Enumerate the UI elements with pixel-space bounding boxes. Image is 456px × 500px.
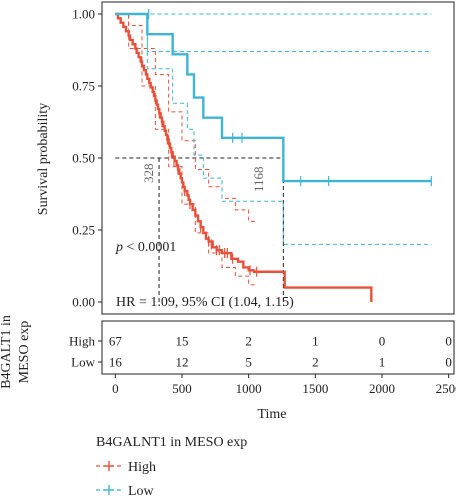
risk-value-high: 2 bbox=[245, 334, 252, 349]
risk-table-rows: High 67 15 2 1 0 0 Low 16 12 5 2 1 0 bbox=[69, 334, 452, 370]
risk-table-panel bbox=[101, 320, 455, 375]
legend-entry-low: Low bbox=[96, 484, 155, 499]
series-low-ci-lower-line bbox=[115, 13, 432, 245]
x-tick-label: 1000 bbox=[236, 381, 262, 396]
x-axis-title: Time bbox=[257, 407, 286, 422]
risk-value-low: 0 bbox=[445, 355, 452, 370]
pvalue-annotation: p < 0.0001 bbox=[115, 240, 176, 255]
y-tick-label: 0.50 bbox=[72, 151, 95, 166]
risk-value-high: 0 bbox=[379, 334, 386, 349]
risk-table-ylabel-line2: MESO exp bbox=[17, 321, 32, 384]
risk-table-ylabel-line1: B4GALT1 in bbox=[0, 315, 14, 389]
y-tick-label: 0.00 bbox=[72, 295, 95, 310]
series-low-ci-upper2-line bbox=[146, 14, 432, 52]
y-tick-label: 0.75 bbox=[72, 79, 95, 94]
x-tick-label: 2000 bbox=[369, 381, 395, 396]
median-high-label: 328 bbox=[141, 164, 156, 184]
series-high-ci-upper-line bbox=[115, 13, 256, 222]
risk-row-label-low: Low bbox=[71, 355, 95, 370]
risk-value-low: 2 bbox=[312, 355, 319, 370]
legend-entry-high: High bbox=[96, 460, 156, 475]
y-tick-label: 0.25 bbox=[72, 223, 95, 238]
risk-value-low: 1 bbox=[379, 355, 386, 370]
x-tick-label: 500 bbox=[172, 381, 192, 396]
x-tick-group: 0 500 1000 1500 2000 2500 bbox=[112, 374, 456, 396]
x-tick-label: 0 bbox=[112, 381, 119, 396]
risk-row-label-high: High bbox=[69, 334, 96, 349]
risk-value-high: 15 bbox=[176, 334, 189, 349]
y-tick-label: 1.00 bbox=[72, 7, 95, 22]
legend-label-high: High bbox=[128, 460, 156, 475]
series-high-ci-lower-line bbox=[115, 13, 256, 286]
risk-value-low: 16 bbox=[109, 355, 123, 370]
risk-value-high: 0 bbox=[445, 334, 452, 349]
risk-value-high: 67 bbox=[109, 334, 123, 349]
median-low-label: 1168 bbox=[251, 166, 266, 192]
hr-annotation: HR = 1.09, 95% CI (1.04, 1.15) bbox=[116, 295, 294, 310]
x-tick-label: 1500 bbox=[302, 381, 328, 396]
x-tick-label: 2500 bbox=[436, 381, 456, 396]
risk-value-high: 1 bbox=[312, 334, 319, 349]
legend-title: B4GALNT1 in MESO exp bbox=[96, 435, 247, 450]
risk-value-low: 12 bbox=[176, 355, 189, 370]
risk-value-low: 5 bbox=[245, 355, 252, 370]
plot-area bbox=[115, 9, 432, 302]
series-low-survival-line bbox=[115, 12, 432, 183]
y-axis-title: Survival probability bbox=[36, 103, 51, 215]
legend-label-low: Low bbox=[128, 484, 155, 499]
y-tick-group: 0.00 0.25 0.50 0.75 1.00 bbox=[72, 7, 102, 310]
pvalue-prefix: p bbox=[115, 240, 123, 255]
pvalue-suffix: < 0.0001 bbox=[123, 240, 176, 255]
